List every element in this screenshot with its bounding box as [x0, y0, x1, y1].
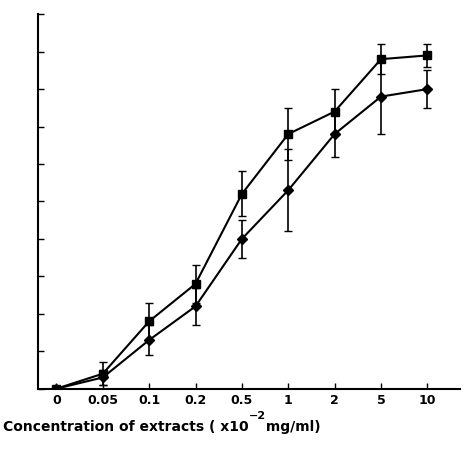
X-axis label: Concentration of extracts ( $\mathbf{x10^{-2}}$ mg/ml): Concentration of extracts ( $\mathbf{x10… — [0, 473, 1, 474]
Text: Concentration of extracts ( x10: Concentration of extracts ( x10 — [3, 419, 249, 434]
Text: mg/ml): mg/ml) — [261, 419, 320, 434]
Text: −2: −2 — [249, 411, 266, 421]
